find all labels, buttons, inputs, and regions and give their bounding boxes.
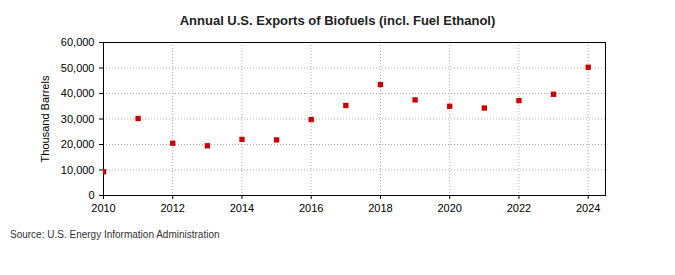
svg-text:2018: 2018	[368, 202, 392, 214]
svg-text:30,000: 30,000	[61, 113, 95, 125]
svg-text:10,000: 10,000	[61, 164, 95, 176]
svg-text:40,000: 40,000	[61, 87, 95, 99]
svg-text:2022: 2022	[507, 202, 531, 214]
svg-text:Thousand Barrels: Thousand Barrels	[39, 75, 51, 162]
svg-text:0: 0	[88, 189, 94, 201]
svg-text:2016: 2016	[299, 202, 323, 214]
svg-text:60,000: 60,000	[61, 36, 95, 48]
svg-text:2014: 2014	[230, 202, 254, 214]
svg-text:50,000: 50,000	[61, 62, 95, 74]
html-text:Source: U.S. Energy Informatio: Source: U.S. Energy Information Administ…	[10, 229, 220, 240]
svg-text:20,000: 20,000	[61, 138, 95, 150]
svg-text:2010: 2010	[91, 202, 115, 214]
svg-text:2012: 2012	[160, 202, 184, 214]
svg-text:2024: 2024	[576, 202, 600, 214]
svg-text:2020: 2020	[437, 202, 461, 214]
html-text:Annual U.S. Exports of Biofuel: Annual U.S. Exports of Biofuels (incl. F…	[179, 13, 496, 28]
